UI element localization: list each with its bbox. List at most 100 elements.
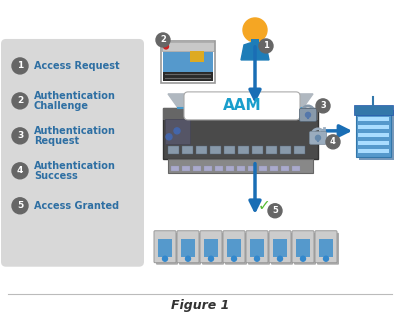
FancyBboxPatch shape — [317, 233, 339, 265]
Text: Access Request: Access Request — [34, 61, 120, 71]
FancyBboxPatch shape — [292, 166, 300, 171]
Circle shape — [174, 128, 180, 134]
Text: 4: 4 — [330, 137, 336, 146]
FancyBboxPatch shape — [223, 231, 245, 263]
Circle shape — [254, 256, 260, 261]
Circle shape — [12, 198, 28, 214]
FancyBboxPatch shape — [181, 239, 195, 257]
Circle shape — [12, 58, 28, 74]
Text: 2: 2 — [17, 96, 23, 106]
FancyBboxPatch shape — [158, 239, 172, 257]
FancyBboxPatch shape — [294, 233, 316, 265]
FancyBboxPatch shape — [196, 146, 207, 154]
Text: AAM: AAM — [223, 98, 261, 113]
Circle shape — [326, 135, 340, 149]
Text: 3: 3 — [320, 101, 326, 111]
Circle shape — [268, 204, 282, 218]
FancyBboxPatch shape — [210, 146, 221, 154]
FancyBboxPatch shape — [202, 233, 224, 265]
FancyBboxPatch shape — [182, 146, 193, 154]
Circle shape — [316, 99, 330, 113]
FancyBboxPatch shape — [358, 117, 389, 121]
FancyBboxPatch shape — [227, 239, 241, 257]
FancyBboxPatch shape — [251, 39, 259, 43]
FancyBboxPatch shape — [358, 133, 389, 137]
FancyBboxPatch shape — [184, 92, 300, 120]
Circle shape — [186, 256, 190, 261]
Circle shape — [12, 93, 28, 109]
FancyBboxPatch shape — [271, 233, 293, 265]
FancyBboxPatch shape — [225, 233, 247, 265]
FancyBboxPatch shape — [162, 42, 214, 51]
Circle shape — [156, 33, 170, 47]
FancyBboxPatch shape — [269, 231, 291, 263]
Text: Authentication: Authentication — [34, 126, 116, 136]
Circle shape — [12, 163, 28, 179]
FancyBboxPatch shape — [193, 166, 201, 171]
FancyBboxPatch shape — [177, 231, 199, 263]
Circle shape — [232, 256, 236, 261]
FancyBboxPatch shape — [163, 72, 213, 81]
Circle shape — [162, 256, 168, 261]
FancyBboxPatch shape — [319, 239, 333, 257]
FancyBboxPatch shape — [163, 108, 318, 120]
Text: Authentication: Authentication — [34, 91, 116, 101]
Circle shape — [164, 44, 168, 49]
Circle shape — [12, 128, 28, 144]
Text: 5: 5 — [17, 201, 23, 210]
FancyBboxPatch shape — [246, 231, 268, 263]
FancyBboxPatch shape — [1, 39, 144, 267]
Text: Authentication: Authentication — [34, 161, 116, 171]
Polygon shape — [241, 42, 269, 60]
FancyBboxPatch shape — [292, 231, 314, 263]
Text: ✓: ✓ — [258, 198, 270, 213]
FancyBboxPatch shape — [359, 110, 394, 160]
FancyBboxPatch shape — [300, 108, 316, 122]
FancyBboxPatch shape — [358, 125, 389, 129]
FancyBboxPatch shape — [280, 146, 291, 154]
FancyBboxPatch shape — [165, 119, 190, 144]
Circle shape — [324, 256, 328, 261]
Text: 1: 1 — [263, 41, 269, 51]
FancyBboxPatch shape — [270, 166, 278, 171]
FancyBboxPatch shape — [224, 146, 235, 154]
Circle shape — [166, 134, 172, 140]
FancyBboxPatch shape — [204, 239, 218, 257]
Text: 4: 4 — [17, 166, 23, 175]
FancyBboxPatch shape — [358, 149, 389, 153]
Circle shape — [208, 256, 214, 261]
FancyBboxPatch shape — [296, 239, 310, 257]
Text: 5: 5 — [272, 206, 278, 215]
Polygon shape — [168, 94, 313, 108]
FancyBboxPatch shape — [237, 166, 245, 171]
FancyBboxPatch shape — [182, 166, 190, 171]
FancyBboxPatch shape — [171, 166, 179, 171]
Text: Access Granted: Access Granted — [34, 201, 119, 211]
FancyBboxPatch shape — [168, 159, 313, 173]
Circle shape — [300, 256, 306, 261]
FancyBboxPatch shape — [281, 166, 289, 171]
FancyBboxPatch shape — [250, 239, 264, 257]
FancyBboxPatch shape — [215, 166, 223, 171]
FancyBboxPatch shape — [273, 239, 287, 257]
Circle shape — [306, 112, 310, 117]
Circle shape — [278, 256, 282, 261]
Text: Request: Request — [34, 136, 79, 146]
Text: Challenge: Challenge — [34, 101, 89, 111]
FancyBboxPatch shape — [161, 41, 215, 83]
FancyBboxPatch shape — [163, 108, 318, 159]
Circle shape — [316, 135, 320, 140]
Text: 2: 2 — [160, 35, 166, 45]
FancyBboxPatch shape — [294, 146, 305, 154]
Circle shape — [259, 39, 273, 53]
FancyBboxPatch shape — [238, 146, 249, 154]
Text: Figure 1: Figure 1 — [171, 299, 229, 312]
Text: 1: 1 — [17, 62, 23, 70]
FancyBboxPatch shape — [226, 166, 234, 171]
FancyBboxPatch shape — [156, 233, 178, 265]
FancyBboxPatch shape — [200, 231, 222, 263]
FancyBboxPatch shape — [315, 231, 337, 263]
Text: 3: 3 — [17, 131, 23, 140]
FancyBboxPatch shape — [356, 107, 391, 157]
FancyBboxPatch shape — [168, 146, 179, 154]
